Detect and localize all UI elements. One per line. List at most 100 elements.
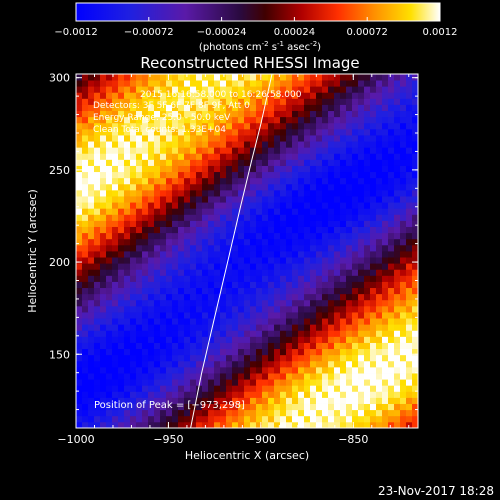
heatmap-cell	[220, 397, 227, 404]
heatmap-cell	[256, 98, 263, 105]
heatmap-cell	[250, 397, 257, 404]
heatmap-cell	[124, 86, 131, 93]
heatmap-cell	[178, 263, 185, 270]
heatmap-cell	[112, 354, 119, 362]
heatmap-cell	[352, 263, 359, 270]
heatmap-cell	[208, 263, 215, 270]
heatmap-cell	[364, 92, 371, 99]
heatmap-cell	[232, 202, 239, 209]
heatmap-cell	[334, 208, 341, 215]
heatmap-cell	[136, 251, 143, 258]
x-tick-label: −900	[246, 433, 276, 446]
heatmap-cell	[178, 269, 185, 276]
heatmap-cell	[184, 330, 191, 337]
heatmap-cell	[238, 135, 245, 142]
heatmap-cell	[148, 324, 155, 331]
heatmap-cell	[238, 92, 245, 99]
heatmap-cell	[316, 86, 323, 93]
heatmap-cell	[370, 92, 377, 99]
heatmap-cell	[178, 336, 185, 343]
heatmap-cell	[94, 360, 101, 368]
heatmap-cell	[100, 177, 107, 185]
heatmap-cell	[136, 269, 143, 276]
heatmap-cell	[298, 232, 305, 240]
heatmap-cell	[196, 196, 203, 203]
heatmap-cell	[148, 159, 155, 166]
heatmap-cell	[400, 196, 407, 203]
heatmap-cell	[226, 275, 233, 282]
heatmap-cell	[370, 385, 377, 392]
heatmap-cell	[328, 92, 335, 99]
heatmap-cell	[160, 226, 167, 234]
heatmap-cell	[340, 305, 347, 313]
heatmap-cell	[220, 287, 227, 295]
heatmap-cell	[100, 318, 107, 325]
heatmap-cell	[76, 147, 83, 154]
heatmap-cell	[124, 348, 131, 356]
heatmap-cell	[220, 342, 227, 350]
heatmap-cell	[136, 275, 143, 282]
heatmap-cell	[196, 342, 203, 350]
heatmap-cell	[154, 214, 161, 221]
heatmap-cell	[142, 165, 149, 173]
heatmap-cell	[154, 147, 161, 154]
heatmap-cell	[340, 263, 347, 270]
heatmap-cell	[256, 421, 263, 428]
heatmap-cell	[286, 74, 293, 81]
heatmap-cell	[394, 391, 401, 398]
heatmap-cell	[124, 165, 131, 173]
heatmap-cell	[286, 421, 293, 428]
heatmap-cell	[376, 336, 383, 343]
heatmap-cell	[88, 208, 95, 215]
heatmap-cell	[148, 98, 155, 105]
heatmap-cell	[166, 214, 173, 221]
heatmap-cell	[208, 196, 215, 203]
heatmap-cell	[412, 312, 418, 319]
heatmap-cell	[76, 275, 83, 282]
heatmap-cell	[208, 421, 215, 428]
heatmap-cell	[286, 415, 293, 423]
heatmap-cell	[328, 281, 335, 289]
heatmap-cell	[406, 318, 413, 325]
heatmap-cell	[112, 403, 119, 411]
heatmap-cell	[202, 159, 209, 166]
heatmap-cell	[166, 415, 173, 423]
heatmap-cell	[340, 397, 347, 404]
heatmap-cell	[136, 318, 143, 325]
heatmap-cell	[262, 116, 269, 124]
heatmap-cell	[184, 147, 191, 154]
heatmap-cell	[124, 159, 131, 166]
heatmap-cell	[256, 189, 263, 197]
heatmap-cell	[148, 263, 155, 270]
heatmap-cell	[244, 269, 251, 276]
heatmap-cell	[82, 238, 89, 246]
heatmap-cell	[274, 385, 281, 392]
heatmap-cell	[172, 171, 179, 179]
heatmap-cell	[394, 86, 401, 93]
heatmap-cell	[262, 159, 269, 166]
heatmap-cell	[124, 202, 131, 209]
heatmap-cell	[334, 183, 341, 191]
heatmap-cell	[352, 330, 359, 337]
heatmap-cell	[358, 348, 365, 356]
heatmap-cell	[226, 403, 233, 411]
heatmap-cell	[256, 220, 263, 227]
heatmap-cell	[148, 214, 155, 221]
heatmap-cell	[334, 74, 341, 81]
heatmap-cell	[202, 92, 209, 99]
heatmap-cell	[76, 104, 83, 112]
heatmap-cell	[316, 171, 323, 179]
heatmap-cell	[394, 251, 401, 258]
heatmap-cell	[412, 269, 418, 276]
heatmap-cell	[214, 171, 221, 179]
heatmap-cell	[340, 183, 347, 191]
heatmap-cell	[88, 196, 95, 203]
heatmap-cell	[184, 312, 191, 319]
heatmap-cell	[178, 92, 185, 99]
heatmap-cell	[298, 342, 305, 350]
heatmap-cell	[112, 153, 119, 160]
heatmap-cell	[142, 183, 149, 191]
heatmap-cell	[148, 86, 155, 93]
heatmap-cell	[250, 104, 257, 112]
heatmap-cell	[268, 305, 275, 313]
